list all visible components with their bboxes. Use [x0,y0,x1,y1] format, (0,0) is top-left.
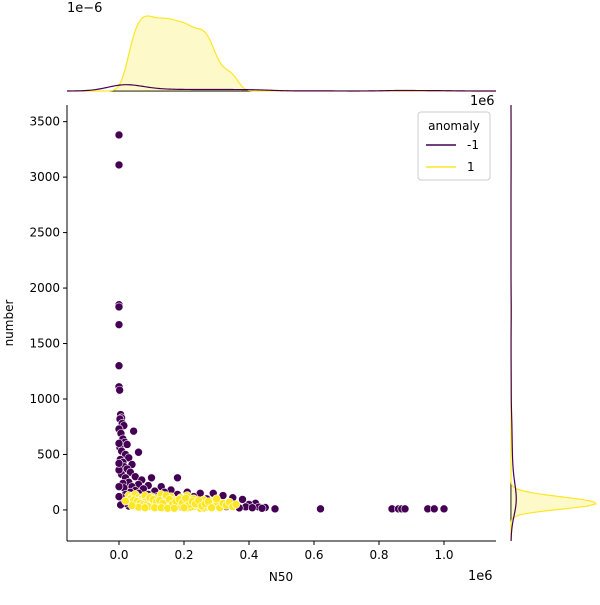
point-anomaly-negative [134,447,143,457]
point-anomaly-positive [231,500,241,509]
legend: anomaly -1 1 [417,111,491,181]
right-density-fill-positive [511,105,596,541]
point-anomaly-negative [257,503,267,513]
y-tick-label: 2000 [29,281,60,295]
point-anomaly-negative [316,504,325,514]
point-anomaly-negative [114,492,124,501]
point-anomaly-negative [173,473,182,483]
point-anomaly-negative [147,473,156,483]
top-marginal-density [66,15,497,92]
y-tick-label: 1000 [29,392,60,406]
y-axis-title: number [2,300,16,347]
point-anomaly-negative [114,320,124,329]
legend-label-negative: -1 [467,138,479,152]
point-anomaly-negative [114,439,124,448]
point-anomaly-negative [114,482,124,491]
x-tick-label: 0.6 [304,548,323,562]
point-anomaly-positive [169,503,179,513]
point-anomaly-negative [114,160,124,170]
point-anomaly-negative [129,426,138,436]
point-anomaly-negative [429,504,439,514]
point-anomaly-negative [247,503,257,513]
point-anomaly-negative [270,504,280,514]
y-tick-label: 3000 [29,170,60,184]
x-tick-label: 0.2 [174,548,193,562]
point-anomaly-positive [212,494,221,504]
x-axis-title: N50 [269,570,293,584]
main-plot-area [66,105,496,542]
point-anomaly-negative [238,495,247,504]
axis-ticks: 0.0 0.2 0.4 0.6 0.8 1.0 0 500 1000 1500 2000 2500 30… [29,115,453,562]
point-anomaly-positive [121,496,130,506]
point-anomaly-negative [114,459,124,468]
x-tick-label: 0.8 [369,548,388,562]
right-density-line-positive [510,105,598,541]
legend-label-positive: 1 [467,160,475,174]
point-anomaly-negative [439,504,449,514]
top-density-fill-positive [67,16,496,91]
y-tick-label: 3500 [29,115,60,129]
legend-frame [417,111,491,181]
top-marginal-offset-label: 1e−6 [67,1,102,16]
x-tick-label: 1.0 [434,548,453,562]
point-anomaly-negative [115,385,124,395]
scatter-points [114,130,449,514]
point-anomaly-negative [122,440,132,449]
x-tick-label: 0.4 [239,548,258,562]
right-density-line-negative [510,104,517,542]
point-anomaly-positive [127,501,137,510]
y-offset-label: 1e6 [470,94,495,109]
x-offset-label: 1e6 [468,569,493,584]
point-anomaly-negative [114,130,124,140]
y-tick-label: 1500 [29,337,60,351]
right-marginal-density [510,104,598,542]
point-anomaly-positive [207,503,216,513]
point-anomaly-negative [400,504,410,514]
point-anomaly-negative [114,302,124,312]
x-tick-label: 0.0 [109,548,128,562]
y-tick-label: 0 [52,503,60,517]
point-anomaly-positive [179,503,189,513]
y-tick-label: 500 [37,447,60,461]
point-anomaly-negative [114,361,124,371]
point-anomaly-positive [140,503,150,513]
top-density-line-negative [66,84,497,92]
y-tick-label: 2500 [29,226,60,240]
legend-title: anomaly [428,119,480,133]
